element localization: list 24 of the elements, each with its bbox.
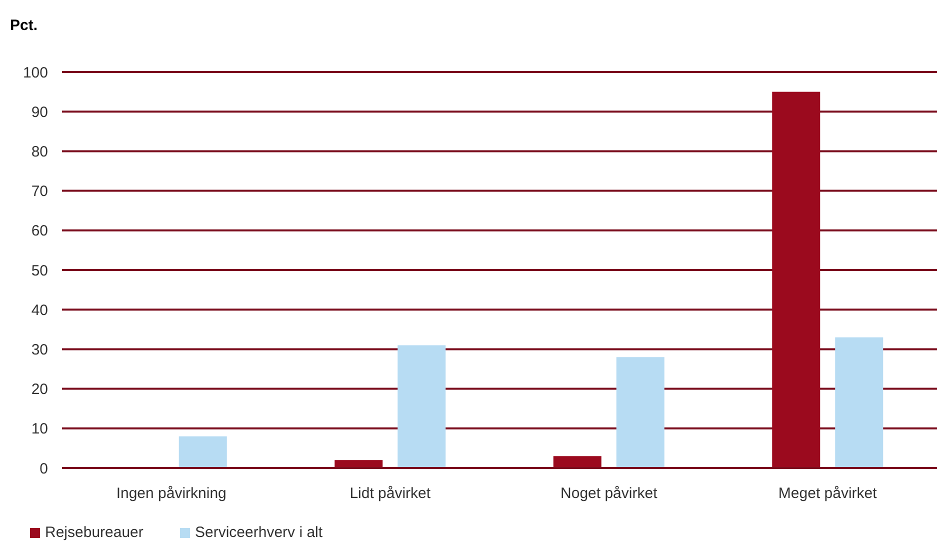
y-tick-label: 80 [31,143,48,160]
y-tick-label: 10 [31,420,48,438]
x-tick-label: Ingen påvirkning [116,485,226,502]
y-tick-label: 90 [31,104,48,121]
bar [178,436,227,468]
x-tick-label: Noget påvirket [560,485,658,502]
y-tick-label: 100 [22,64,48,82]
y-tick-label: 0 [40,460,48,478]
x-tick-label: Lidt påvirket [350,485,432,502]
bar [553,456,602,468]
y-tick-label: 30 [31,341,48,358]
legend-label: Serviceerhverv i alt [195,524,324,541]
y-tick-label: 20 [31,381,48,398]
bar [772,92,820,468]
legend-label: Rejsebureauer [45,524,144,541]
x-tick-label: Meget påvirket [778,485,878,502]
y-tick-label: 70 [31,183,48,200]
y-axis-title: Pct. [10,17,38,34]
bar [398,345,446,468]
bar [835,337,884,468]
y-tick-label: 60 [31,222,48,240]
y-tick-label: 50 [31,262,48,280]
bar [616,357,664,468]
y-tick-label: 40 [31,302,48,319]
